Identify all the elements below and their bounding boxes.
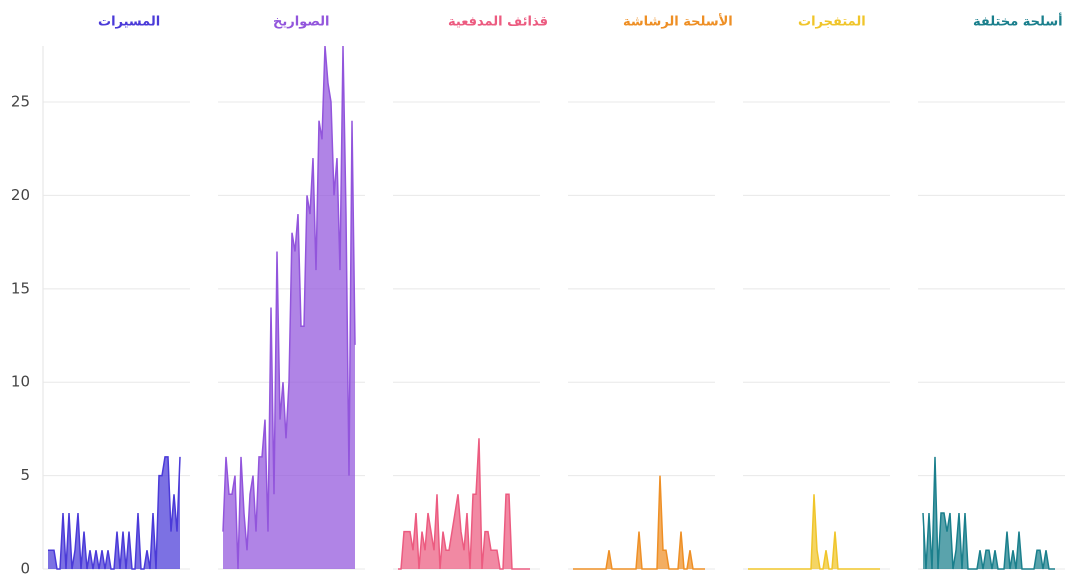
- y-tick-label: 10: [11, 373, 30, 391]
- y-tick-label: 25: [11, 93, 30, 111]
- area: [748, 494, 880, 569]
- panel-title: الصواريخ: [273, 15, 330, 30]
- area: [48, 456, 180, 569]
- panel-title: قذائف المدفعية: [448, 15, 548, 30]
- panel-title: الأسلحة الرشاشة: [623, 13, 733, 30]
- line: [573, 475, 705, 570]
- area: [223, 46, 355, 569]
- line: [748, 494, 880, 570]
- line: [922, 456, 1055, 570]
- y-tick-label: 0: [20, 560, 30, 578]
- y-tick-label: 20: [11, 186, 30, 204]
- line: [222, 45, 356, 570]
- y-tick-label: 15: [11, 279, 30, 297]
- line: [48, 456, 181, 570]
- area: [923, 456, 1055, 569]
- y-tick-label: 5: [20, 466, 30, 484]
- panel-title: المتفجرات: [798, 15, 866, 30]
- panel-title: أسلحة مختلفة: [973, 13, 1063, 30]
- panel-title: المسيرات: [98, 15, 160, 30]
- area: [573, 475, 705, 569]
- line: [398, 438, 530, 570]
